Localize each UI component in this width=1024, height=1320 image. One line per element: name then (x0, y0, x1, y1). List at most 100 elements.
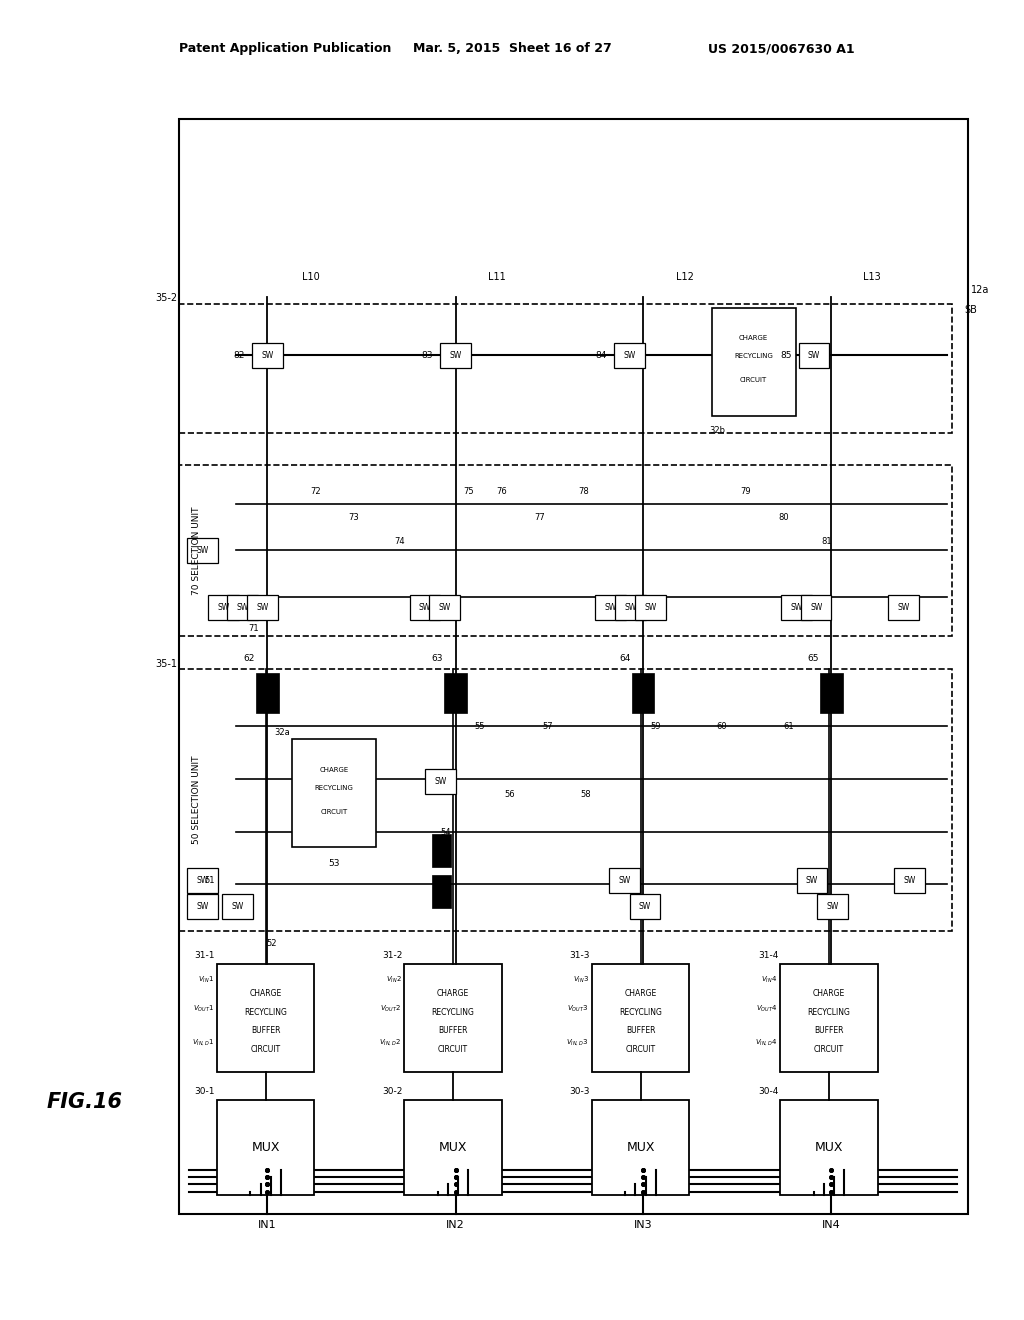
Bar (894, 869, 925, 894)
Text: 32b: 32b (709, 426, 725, 434)
Text: $V_{IN,D}2$: $V_{IN,D}2$ (379, 1036, 401, 1047)
Text: 72: 72 (310, 487, 321, 495)
Text: IN2: IN2 (446, 1220, 465, 1230)
Text: 57: 57 (543, 722, 553, 730)
Bar (247, 594, 278, 619)
Text: $V_{OUT}2$: $V_{OUT}2$ (380, 1005, 401, 1014)
Bar (817, 895, 848, 919)
Bar (179, 119, 968, 1214)
Text: 62: 62 (243, 655, 255, 663)
Bar (187, 895, 218, 919)
Text: CIRCUIT: CIRCUIT (438, 1044, 468, 1053)
Text: SW: SW (261, 351, 273, 359)
Text: SW: SW (438, 603, 451, 611)
Text: SW: SW (639, 903, 651, 911)
Text: SW: SW (197, 903, 209, 911)
Text: $V_{IN}3$: $V_{IN}3$ (572, 974, 589, 985)
Text: BUFFER: BUFFER (438, 1026, 468, 1035)
Text: 82: 82 (233, 351, 245, 359)
Bar (179, 304, 952, 433)
Bar (609, 869, 640, 894)
Text: RECYCLING: RECYCLING (620, 1007, 662, 1016)
Bar (444, 673, 467, 713)
Text: 61: 61 (783, 722, 794, 730)
Text: SW: SW (624, 351, 636, 359)
Bar (888, 594, 919, 619)
Bar (592, 1100, 689, 1195)
Text: 59: 59 (650, 722, 660, 730)
Bar (217, 1100, 314, 1195)
Text: $V_{OUT}4$: $V_{OUT}4$ (756, 1005, 777, 1014)
Bar (432, 834, 451, 867)
Bar (187, 869, 218, 894)
Text: 30-4: 30-4 (758, 1088, 778, 1096)
Text: 70 SELECTION UNIT: 70 SELECTION UNIT (193, 506, 201, 595)
Text: 53: 53 (328, 859, 340, 867)
Bar (429, 594, 460, 619)
Text: SW: SW (791, 603, 803, 611)
Bar (630, 895, 660, 919)
Text: RECYCLING: RECYCLING (432, 1007, 474, 1016)
Text: SW: SW (604, 603, 616, 611)
Text: RECYCLING: RECYCLING (245, 1007, 287, 1016)
Text: CHARGE: CHARGE (250, 990, 282, 998)
Text: 31-4: 31-4 (758, 952, 778, 960)
Text: $V_{OUT}1$: $V_{OUT}1$ (193, 1005, 214, 1014)
Text: 30-1: 30-1 (195, 1088, 215, 1096)
Text: RECYCLING: RECYCLING (314, 785, 353, 791)
Text: SW: SW (419, 603, 431, 611)
Text: BUFFER: BUFFER (251, 1026, 281, 1035)
Text: SW: SW (826, 903, 839, 911)
Text: $V_{IN}1$: $V_{IN}1$ (198, 974, 214, 985)
Text: 78: 78 (579, 487, 589, 495)
Text: FIG.16: FIG.16 (47, 1092, 123, 1113)
Text: CHARGE: CHARGE (739, 335, 768, 341)
Bar (801, 594, 831, 619)
Text: 74: 74 (394, 537, 404, 545)
Text: L10: L10 (302, 272, 319, 282)
Bar (404, 1100, 502, 1195)
Bar (256, 673, 279, 713)
Text: IN3: IN3 (634, 1220, 652, 1230)
Text: CHARGE: CHARGE (813, 990, 845, 998)
Bar (595, 594, 626, 619)
Text: 52: 52 (266, 940, 276, 948)
Text: L12: L12 (676, 272, 693, 282)
Bar (252, 342, 283, 367)
Text: 79: 79 (740, 487, 751, 495)
Text: IN4: IN4 (822, 1220, 841, 1230)
Bar (404, 964, 502, 1072)
Bar (208, 594, 239, 619)
Bar (179, 465, 952, 636)
Bar (227, 594, 258, 619)
Text: 81: 81 (821, 537, 831, 545)
Text: SW: SW (618, 876, 631, 884)
Bar (780, 964, 878, 1072)
Text: $V_{IN,D}3$: $V_{IN,D}3$ (566, 1036, 589, 1047)
Bar (780, 1100, 878, 1195)
Text: MUX: MUX (627, 1140, 654, 1154)
Text: 80: 80 (778, 513, 788, 521)
Text: CHARGE: CHARGE (437, 990, 469, 998)
Text: CIRCUIT: CIRCUIT (251, 1044, 281, 1053)
Bar (217, 964, 314, 1072)
Text: 32a: 32a (274, 729, 290, 737)
Text: 64: 64 (618, 655, 631, 663)
Text: 84: 84 (596, 351, 607, 359)
Text: SW: SW (806, 876, 818, 884)
Text: SW: SW (231, 903, 244, 911)
Text: 51: 51 (205, 876, 215, 884)
Text: 85: 85 (780, 351, 792, 359)
Text: SW: SW (197, 876, 209, 884)
Text: RECYCLING: RECYCLING (734, 354, 773, 359)
Text: $V_{IN,D}1$: $V_{IN,D}1$ (191, 1036, 214, 1047)
Text: 60: 60 (717, 722, 727, 730)
Text: 35-1: 35-1 (155, 659, 177, 669)
Text: 31-3: 31-3 (569, 952, 590, 960)
Text: CIRCUIT: CIRCUIT (814, 1044, 844, 1053)
Bar (820, 673, 843, 713)
Text: SW: SW (625, 603, 637, 611)
Text: 75: 75 (464, 487, 474, 495)
Bar (425, 768, 456, 795)
Text: Patent Application Publication: Patent Application Publication (179, 42, 391, 55)
